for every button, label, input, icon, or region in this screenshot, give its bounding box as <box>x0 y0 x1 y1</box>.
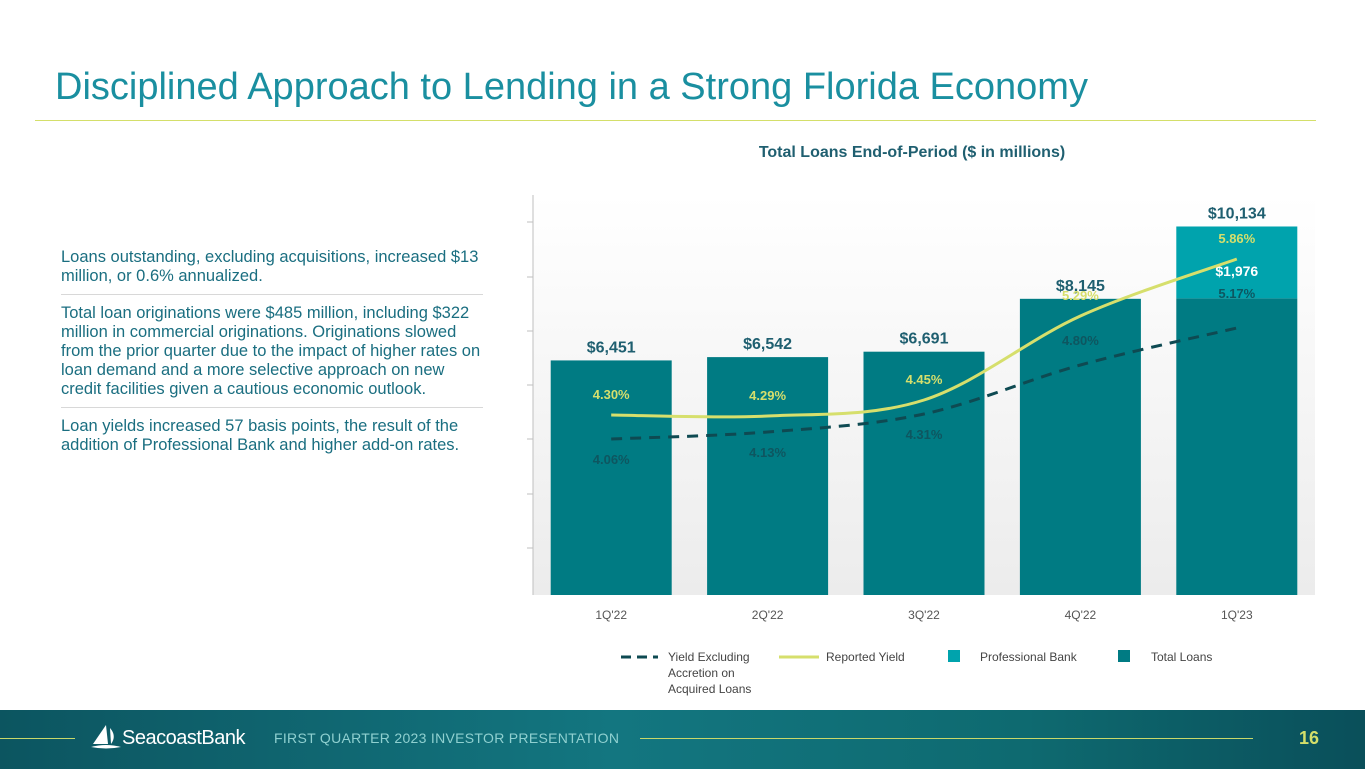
x-tick-label: 1Q'22 <box>595 608 627 622</box>
bar-total-label: $6,451 <box>587 339 636 356</box>
yield-excluding-label: 4.80% <box>1062 333 1099 348</box>
swatch-icon <box>948 650 960 662</box>
line-icon <box>779 655 819 659</box>
chart-title: Total Loans End-of-Period ($ in millions… <box>758 144 1066 161</box>
legend-label: Yield Excluding Accretion on Acquired Lo… <box>668 650 752 696</box>
reported-yield-label: 5.86% <box>1218 231 1255 246</box>
bar-total-loans <box>863 351 985 595</box>
reported-yield-label: 5.29% <box>1062 288 1099 303</box>
bar-total-loans <box>707 357 829 595</box>
yield-excluding-label: 4.31% <box>906 427 943 442</box>
x-tick-label: 2Q'22 <box>752 608 784 622</box>
bar-total-loans <box>1176 298 1298 595</box>
yield-excluding-line <box>611 326 1238 441</box>
bullet-list: Loans outstanding, excluding acquisition… <box>61 248 483 463</box>
professional-bank-label: $1,976 <box>1215 263 1258 279</box>
bullet-item: Total loan originations were $485 millio… <box>61 294 483 407</box>
yield-excluding-label: 4.06% <box>593 452 630 467</box>
bar-total-label: $10,134 <box>1208 205 1266 222</box>
chart-legend: Yield Excluding Accretion on Acquired Lo… <box>620 649 1320 709</box>
yield-excluding-label: 5.17% <box>1218 286 1255 301</box>
reported-yield-label: 4.45% <box>906 372 943 387</box>
reported-yield-label: 4.29% <box>749 388 786 403</box>
reported-yield-line <box>611 257 1238 419</box>
legend-label: Reported Yield <box>826 650 905 664</box>
footer-bar: SeacoastBank FIRST QUARTER 2023 INVESTOR… <box>0 710 1365 769</box>
x-tick-label: 3Q'22 <box>908 608 940 622</box>
bar-total-label: $8,145 <box>1056 278 1105 295</box>
bar-professional-bank <box>1176 226 1298 299</box>
x-tick-label: 1Q'23 <box>1221 608 1253 622</box>
page-number: 16 <box>1298 728 1319 748</box>
footer-divider <box>0 738 75 739</box>
dashed-line-icon <box>621 655 658 659</box>
seacoast-sail-icon <box>91 725 121 749</box>
loans-chart: $6,451 $6,542 $6,691 $8,145 $10,134 $1,976 1Q'… <box>527 195 1315 622</box>
title-divider <box>35 120 1316 121</box>
legend-label: Total Loans <box>1151 650 1213 664</box>
bullet-item: Loan yields increased 57 basis points, t… <box>61 407 483 463</box>
footer-divider <box>640 738 1253 739</box>
reported-yield-label: 4.30% <box>593 387 630 402</box>
slide-title: Disciplined Approach to Lending in a Str… <box>55 66 1088 108</box>
bar-total-label: $6,542 <box>743 336 792 353</box>
swatch-icon <box>1118 650 1130 662</box>
yield-excluding-label: 4.13% <box>749 445 786 460</box>
legend-label: Professional Bank <box>980 650 1077 664</box>
bar-total-label: $6,691 <box>900 331 949 348</box>
x-tick-label: 4Q'22 <box>1065 608 1097 622</box>
brand-logo-text: SeacoastBank <box>122 727 245 749</box>
bar-total-loans <box>1019 298 1141 595</box>
bar-total-loans <box>550 360 672 595</box>
footer-caption: FIRST QUARTER 2023 INVESTOR PRESENTATION <box>274 730 620 746</box>
bullet-item: Loans outstanding, excluding acquisition… <box>61 248 479 285</box>
